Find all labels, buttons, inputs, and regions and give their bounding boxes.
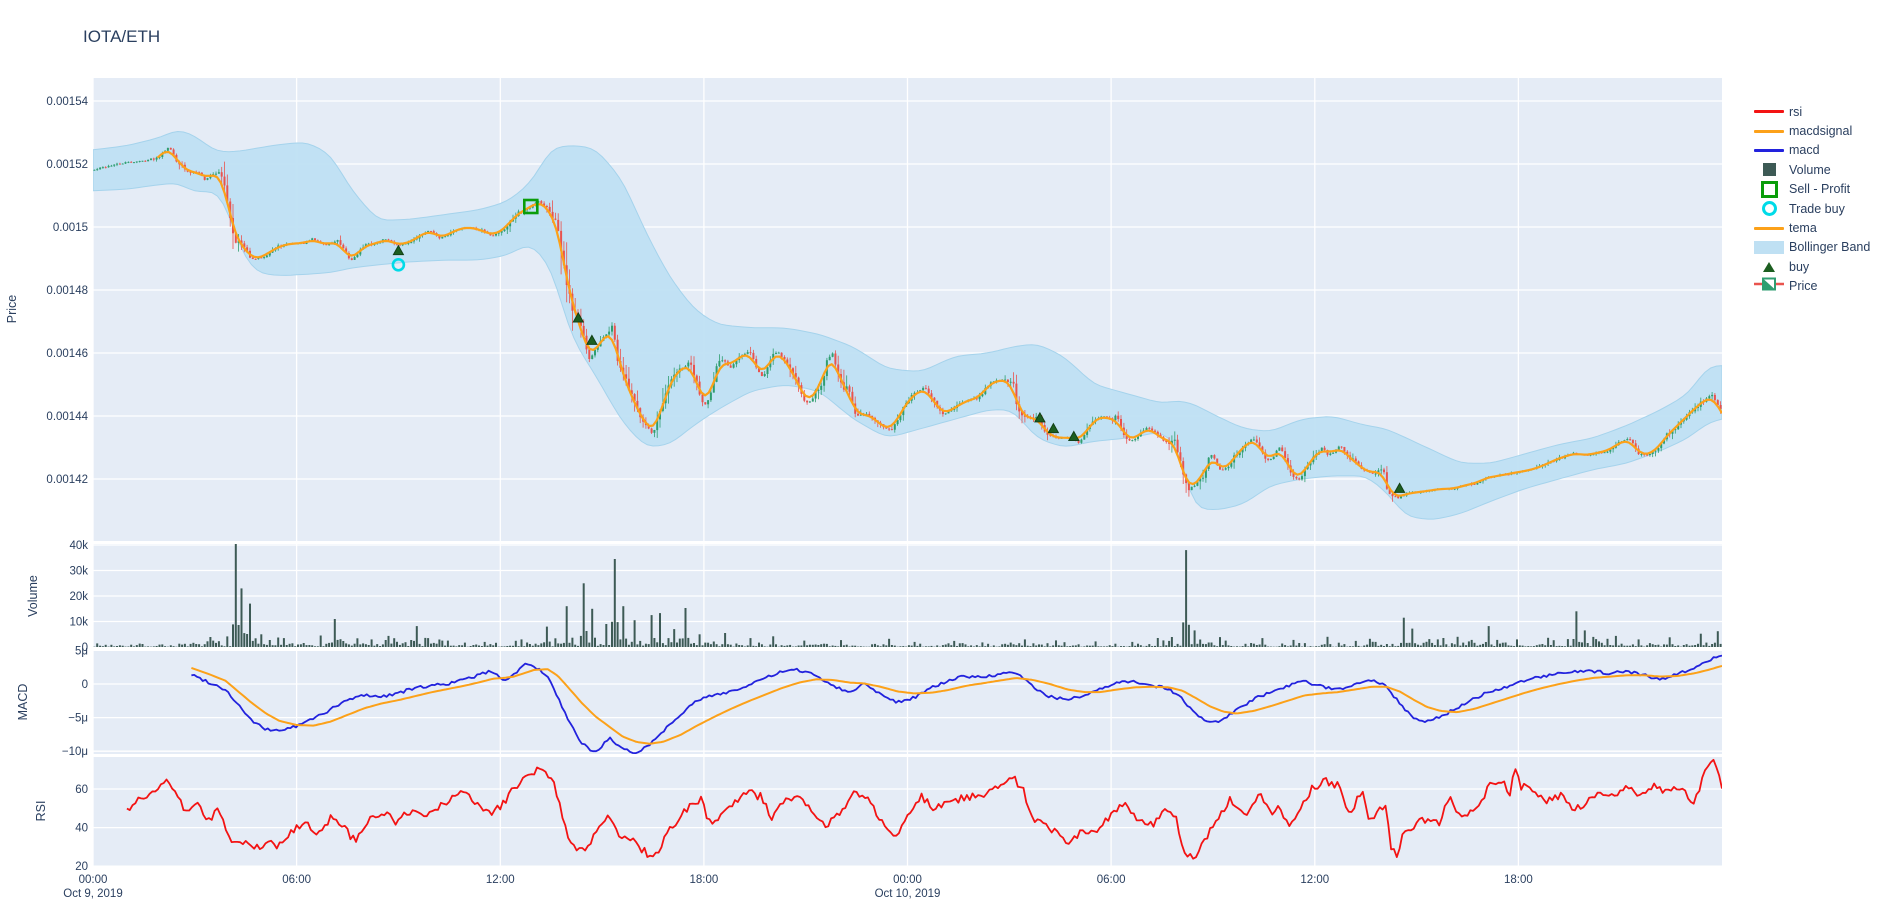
legend-item-rsi[interactable]: rsi xyxy=(1753,102,1888,121)
x-tick-label: 18:00 xyxy=(690,874,719,886)
y-tick-label: 0.00142 xyxy=(46,474,88,486)
y-axis-volume: 40k 30k 20k 10k 0 xyxy=(69,540,88,654)
y-tick-label: 40 xyxy=(75,823,88,835)
bollinger-band xyxy=(93,130,1722,520)
legend-item-bollinger-band[interactable]: Bollinger Band xyxy=(1753,238,1888,257)
y-tick-label: 0.00148 xyxy=(46,285,88,297)
legend-swatch-square-icon xyxy=(1753,163,1785,177)
legend-label: Sell - Profit xyxy=(1789,182,1851,197)
rsi-axis-title: RSI xyxy=(34,801,48,822)
tema-line xyxy=(156,151,1722,497)
legend-swatch-triangle-icon xyxy=(1753,261,1785,272)
y-tick-label: 5μ xyxy=(75,645,88,657)
x-axis: 00:00 Oct 9, 2019 06:00 12:00 18:00 00:00 Oct … xyxy=(63,874,1533,900)
buy-marker[interactable] xyxy=(1047,422,1060,434)
legend-swatch-line-icon xyxy=(1753,129,1785,133)
y-axis-macd: 5μ0−5μ−10μ xyxy=(62,645,88,758)
legend-swatch-circle-hollow-icon xyxy=(1753,201,1785,217)
legend-label: Bollinger Band xyxy=(1789,240,1871,255)
volume-axis-title: Volume xyxy=(26,575,40,617)
x-tick-date: Oct 10, 2019 xyxy=(875,888,941,900)
y-axis-rsi: 60 40 20 xyxy=(75,784,88,873)
y-tick-label: 30k xyxy=(69,566,88,578)
buy-marker[interactable] xyxy=(392,244,405,256)
legend-label: Volume xyxy=(1789,162,1831,177)
legend-swatch-line-icon xyxy=(1753,148,1785,152)
y-tick-label: 40k xyxy=(69,540,88,552)
legend-item-volume[interactable]: Volume xyxy=(1753,160,1888,179)
legend-item-sell-profit[interactable]: Sell - Profit xyxy=(1753,180,1888,199)
y-tick-label: 20 xyxy=(75,861,88,873)
macd-axis-title: MACD xyxy=(16,684,30,721)
y-tick-label: 10k xyxy=(69,617,88,629)
rsi-line xyxy=(126,758,1722,860)
legend-swatch-band-icon xyxy=(1753,240,1785,254)
legend-label: Trade buy xyxy=(1789,201,1845,216)
y-tick-label: 0.00154 xyxy=(46,96,88,108)
price-axis-title: Price xyxy=(5,295,19,324)
y-tick-label: 0.00146 xyxy=(46,348,88,360)
buy-marker[interactable] xyxy=(572,311,585,323)
y-tick-label: 0.00152 xyxy=(46,159,88,171)
legend-label: macdsignal xyxy=(1789,124,1853,139)
legend-item-trade-buy[interactable]: Trade buy xyxy=(1753,199,1888,218)
buy-marker[interactable] xyxy=(1034,411,1046,423)
trade-markers xyxy=(391,198,1406,493)
x-tick-label: 06:00 xyxy=(282,874,311,886)
y-tick-label: 0 xyxy=(82,679,88,691)
buy-marker[interactable] xyxy=(1393,482,1406,493)
legend: rsi macdsignal macd Volume Sell - Profit Trad… xyxy=(1753,102,1888,296)
legend-item-buy[interactable]: buy xyxy=(1753,257,1888,276)
legend-swatch-square-hollow-icon xyxy=(1753,180,1785,198)
x-tick-label: 12:00 xyxy=(1300,874,1329,886)
legend-label: macd xyxy=(1789,143,1820,158)
volume-bars xyxy=(93,544,1722,647)
y-tick-label: 0.0015 xyxy=(53,222,88,234)
y-tick-label: 0 xyxy=(82,642,88,654)
buy-marker[interactable] xyxy=(1067,430,1080,441)
legend-item-macd[interactable]: macd xyxy=(1753,141,1888,160)
y-tick-label: −5μ xyxy=(68,713,88,725)
chart-title: IOTA/ETH xyxy=(83,27,161,46)
x-tick-label: 18:00 xyxy=(1504,874,1533,886)
y-tick-label: 20k xyxy=(69,591,88,603)
legend-label: rsi xyxy=(1789,104,1803,119)
legend-item-price[interactable]: Price xyxy=(1753,277,1888,296)
trade-buy-marker[interactable] xyxy=(391,257,406,272)
legend-label: Price xyxy=(1789,279,1818,294)
macd-line xyxy=(191,654,1722,754)
legend-swatch-candle-icon xyxy=(1753,276,1785,297)
y-tick-label: 0.00144 xyxy=(46,411,88,423)
x-tick-label: 06:00 xyxy=(1097,874,1126,886)
buy-marker[interactable] xyxy=(586,334,598,345)
legend-label: tema xyxy=(1789,221,1817,236)
y-tick-label: 60 xyxy=(75,784,88,796)
legend-swatch-line-icon xyxy=(1753,110,1785,114)
macdsignal-line xyxy=(191,664,1722,745)
y-axis-price: 0.00154 0.00152 0.0015 0.00148 0.00146 0.0014… xyxy=(46,96,88,486)
x-tick-label: 00:00 xyxy=(893,874,922,886)
legend-label: buy xyxy=(1789,259,1810,274)
x-tick-label: 12:00 xyxy=(486,874,515,886)
legend-swatch-line-icon xyxy=(1753,226,1785,230)
legend-item-tema[interactable]: tema xyxy=(1753,218,1888,237)
sell-profit-marker[interactable] xyxy=(522,198,539,215)
y-tick-label: −10μ xyxy=(62,746,88,758)
x-tick-label: 00:00 xyxy=(79,874,108,886)
legend-item-macdsignal[interactable]: macdsignal xyxy=(1753,121,1888,140)
x-tick-date: Oct 9, 2019 xyxy=(63,888,122,900)
